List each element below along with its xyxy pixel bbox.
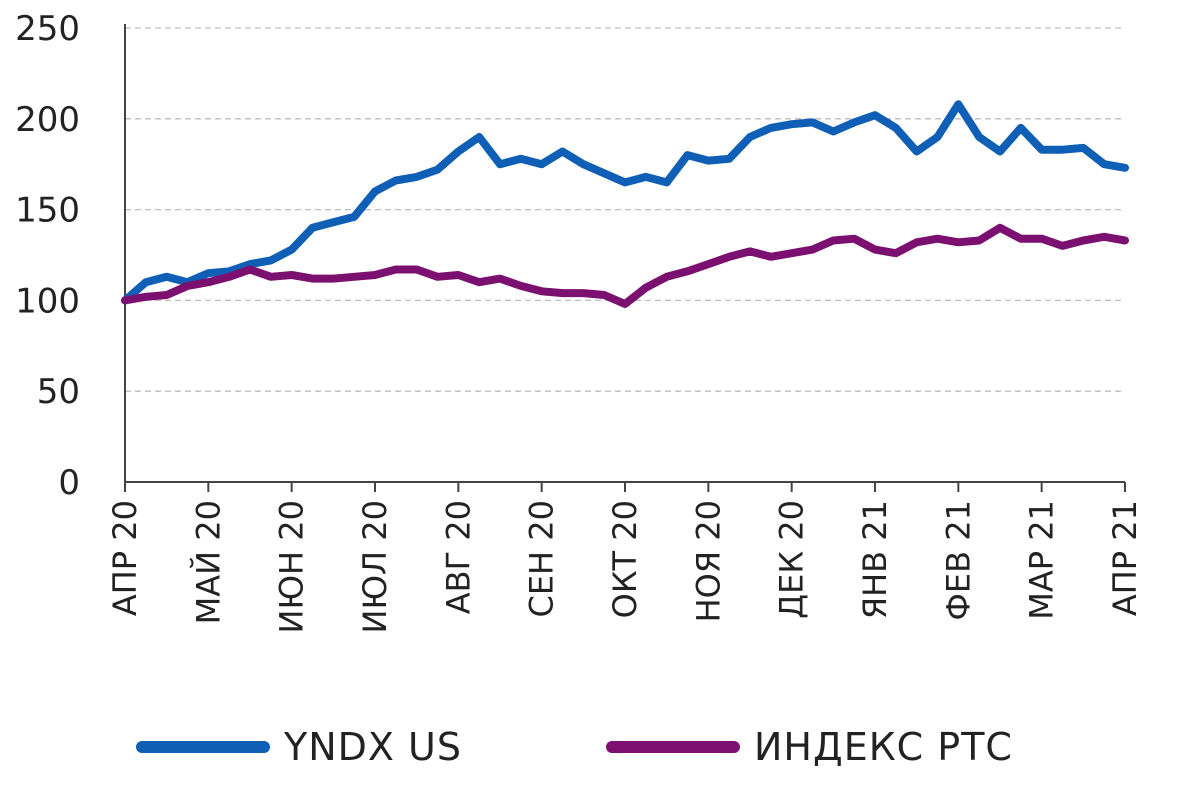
legend-label-yndx: YNDX US <box>284 725 462 769</box>
y-tick-label: 150 <box>15 191 80 231</box>
x-tick-label: ДЕК 20 <box>773 500 811 619</box>
x-tick-label: АПР 20 <box>106 500 144 616</box>
legend-item-yndx: YNDX US <box>136 712 462 782</box>
line-chart: 0 50 100 150 200 250 АПР 20 МАЙ 20 ИЮН 20 ИЮЛ 20… <box>15 9 1144 633</box>
x-tick-label: МАР 21 <box>1023 500 1061 620</box>
x-tick-label: АВГ 20 <box>439 500 477 614</box>
x-tick-labels: АПР 20 МАЙ 20 ИЮН 20 ИЮЛ 20 АВГ 20 СЕН 20 ОКТ … <box>106 500 1144 633</box>
y-tick-label: 200 <box>15 100 80 140</box>
series-line-rts <box>121 223 1129 308</box>
y-tick-labels: 0 50 100 150 200 250 <box>15 9 80 503</box>
x-tick-label: НОЯ 20 <box>689 500 727 622</box>
series-lines <box>121 100 1129 308</box>
legend-label-rts: ИНДЕКС РТС <box>754 725 1013 769</box>
y-tick-label: 250 <box>15 9 80 49</box>
x-tick-label: МАЙ 20 <box>189 500 227 624</box>
y-tick-label: 100 <box>15 281 80 321</box>
y-tick-label: 50 <box>37 372 80 412</box>
legend-swatch-rts <box>606 741 740 753</box>
x-tick-label: АПР 21 <box>1106 500 1144 616</box>
gridlines <box>125 27 1125 392</box>
legend-item-rts: ИНДЕКС РТС <box>606 712 1013 782</box>
legend-swatch-yndx <box>136 741 270 753</box>
legend: YNDX US ИНДЕКС РТС <box>0 712 1200 782</box>
x-tick-label: ФЕВ 21 <box>939 500 977 621</box>
x-tick-label: СЕН 20 <box>523 500 561 618</box>
axes <box>124 24 1126 492</box>
series-line-yndx <box>121 100 1129 305</box>
x-tick-label: ИЮЛ 20 <box>356 500 394 633</box>
x-tick-label: ОКТ 20 <box>606 500 644 618</box>
y-tick-label: 0 <box>58 463 80 503</box>
x-tick-label: ЯНВ 21 <box>856 500 894 619</box>
x-tick-label: ИЮН 20 <box>273 500 311 633</box>
